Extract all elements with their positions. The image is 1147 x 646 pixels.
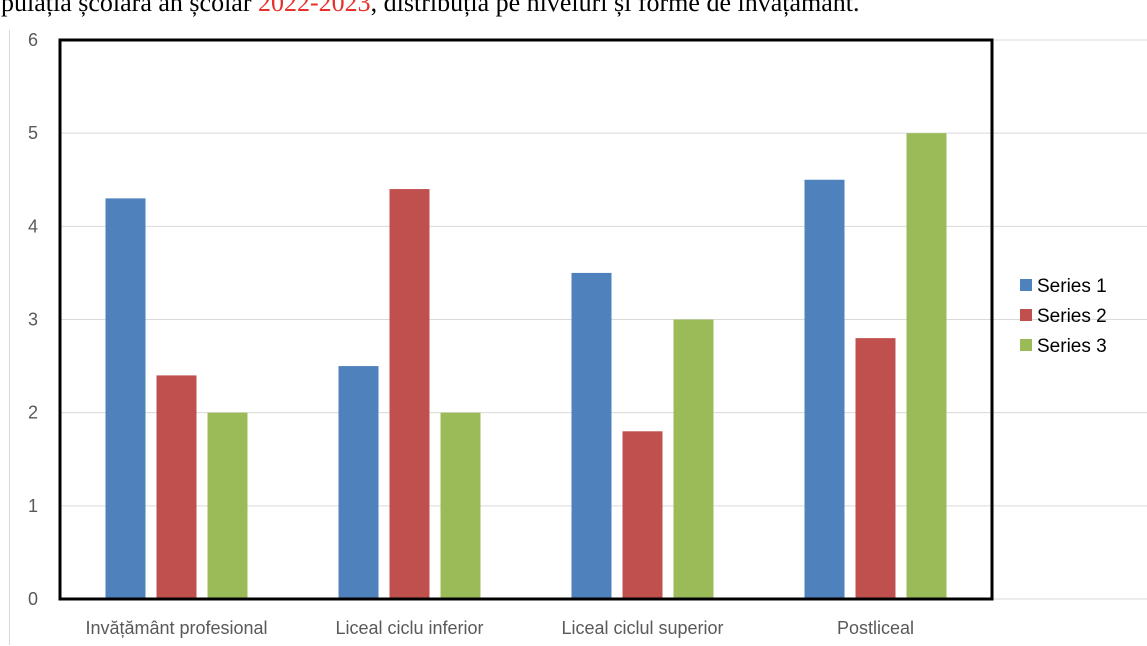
bar-series-2-0 bbox=[156, 375, 197, 599]
legend-swatch-1 bbox=[1020, 279, 1032, 291]
bar-series-3-3 bbox=[906, 133, 947, 599]
x-tick-label-1: Liceal ciclu inferior bbox=[335, 618, 483, 638]
legend-label-3: Series 3 bbox=[1037, 336, 1107, 357]
legend-label-2: Series 2 bbox=[1037, 306, 1107, 327]
bar-series-1-3 bbox=[804, 179, 845, 599]
legend-swatch-2 bbox=[1020, 309, 1032, 321]
legend-label-1: Series 1 bbox=[1037, 276, 1107, 297]
bar-series-2-1 bbox=[389, 189, 430, 600]
bar-series-1-0 bbox=[105, 198, 146, 599]
y-tick-label-1: 1 bbox=[28, 496, 38, 516]
bar-series-3-0 bbox=[207, 412, 248, 599]
bar-chart: 0 1 2 3 4 5 6 Invățământ profesional Liceal cicl… bbox=[28, 30, 1147, 638]
caption-year-highlight: 2022-2023 bbox=[258, 0, 371, 17]
x-tick-label-2: Liceal ciclul superior bbox=[561, 618, 723, 638]
bar-series-2-3 bbox=[855, 338, 896, 599]
y-tick-label-2: 2 bbox=[28, 403, 38, 423]
x-tick-label-3: Postliceal bbox=[837, 618, 914, 638]
caption-prefix: opulația școlară an școlar bbox=[0, 0, 258, 17]
y-tick-label-5: 5 bbox=[28, 123, 38, 143]
y-tick-label-4: 4 bbox=[28, 216, 38, 236]
bar-series-1-1 bbox=[338, 366, 379, 599]
bar-series-2-2 bbox=[622, 431, 663, 599]
x-tick-label-0: Invățământ profesional bbox=[85, 618, 267, 638]
chart-area: 0 1 2 3 4 5 6 Invățământ profesional Liceal cicl… bbox=[9, 30, 1147, 645]
y-tick-label-6: 6 bbox=[28, 30, 38, 50]
bar-series-3-2 bbox=[673, 319, 714, 599]
plot-border bbox=[58, 38, 994, 601]
y-tick-label-3: 3 bbox=[28, 310, 38, 330]
bar-series-3-1 bbox=[440, 412, 481, 599]
caption-text: opulația școlară an școlar 2022-2023, di… bbox=[0, 0, 860, 18]
chart-caption: opulația școlară an școlar 2022-2023, di… bbox=[0, 0, 1147, 36]
y-tick-label-0: 0 bbox=[28, 589, 38, 609]
legend-swatch-3 bbox=[1020, 339, 1032, 351]
bar-series-1-2 bbox=[571, 272, 612, 599]
caption-suffix: , distribuția pe niveluri și forme de în… bbox=[370, 0, 860, 17]
